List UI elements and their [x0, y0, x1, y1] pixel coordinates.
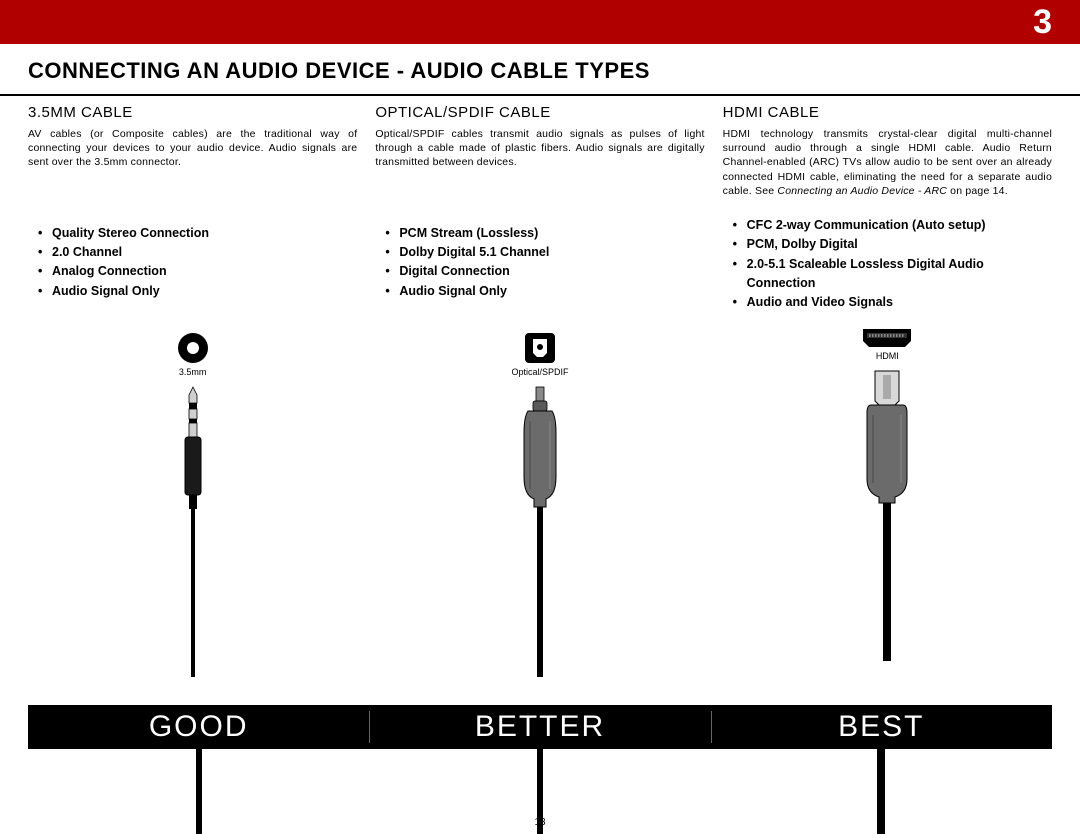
jack-port-icon: [176, 331, 210, 365]
hdmi-port-icon: [861, 327, 913, 349]
feature-item: Audio Signal Only: [38, 282, 357, 301]
port-label: 3.5mm: [179, 367, 207, 377]
rating-bar: Good Better Best: [28, 705, 1052, 749]
chapter-bar: 3: [0, 0, 1080, 44]
feature-list: PCM Stream (Lossless) Dolby Digital 5.1 …: [375, 224, 704, 302]
feature-item: Audio Signal Only: [385, 282, 704, 301]
page-number: 13: [0, 817, 1080, 828]
jack-plug-icon: [173, 377, 213, 677]
col-heading: Optical/SPDIF Cable: [375, 104, 704, 121]
feature-item: Audio and Video Signals: [733, 293, 1052, 312]
feature-item: Digital Connection: [385, 262, 704, 281]
col-description: HDMI technology transmits crystal-clear …: [723, 127, 1052, 198]
columns: 3.5MM Cable AV cables (or Composite cabl…: [0, 104, 1080, 677]
connector-illustration: 3.5mm: [28, 331, 357, 677]
feature-item: Dolby Digital 5.1 Channel: [385, 243, 704, 262]
rating-best: Best: [711, 705, 1052, 749]
port-label: HDMI: [876, 351, 899, 361]
feature-list: Quality Stereo Connection 2.0 Channel An…: [28, 224, 357, 302]
feature-item: PCM Stream (Lossless): [385, 224, 704, 243]
col-description: Optical/SPDIF cables transmit audio sign…: [375, 127, 704, 170]
rating-better: Better: [369, 705, 710, 749]
feature-list: CFC 2-way Communication (Auto setup) PCM…: [723, 216, 1052, 313]
col-heading: HDMI Cable: [723, 104, 1052, 121]
chapter-number: 3: [1033, 3, 1052, 42]
col-description: AV cables (or Composite cables) are the …: [28, 127, 357, 170]
feature-item: CFC 2-way Communication (Auto setup): [733, 216, 1052, 235]
feature-item: 2.0-5.1 Scaleable Lossless Digital Audio…: [733, 255, 1052, 294]
feature-item: PCM, Dolby Digital: [733, 235, 1052, 254]
feature-item: 2.0 Channel: [38, 243, 357, 262]
optical-plug-icon: [510, 377, 570, 677]
page-title: Connecting an Audio Device - Audio Cable…: [0, 44, 1080, 96]
feature-item: Analog Connection: [38, 262, 357, 281]
feature-item: Quality Stereo Connection: [38, 224, 357, 243]
column-optical: Optical/SPDIF Cable Optical/SPDIF cables…: [375, 104, 704, 677]
column-35mm: 3.5MM Cable AV cables (or Composite cabl…: [28, 104, 357, 677]
hdmi-plug-icon: [857, 361, 917, 661]
col-heading: 3.5MM Cable: [28, 104, 357, 121]
connector-illustration: Optical/SPDIF: [375, 331, 704, 677]
port-label: Optical/SPDIF: [511, 367, 568, 377]
optical-port-icon: [523, 331, 557, 365]
connector-illustration: HDMI: [723, 327, 1052, 661]
column-hdmi: HDMI Cable HDMI technology transmits cry…: [723, 104, 1052, 677]
rating-good: Good: [28, 705, 369, 749]
